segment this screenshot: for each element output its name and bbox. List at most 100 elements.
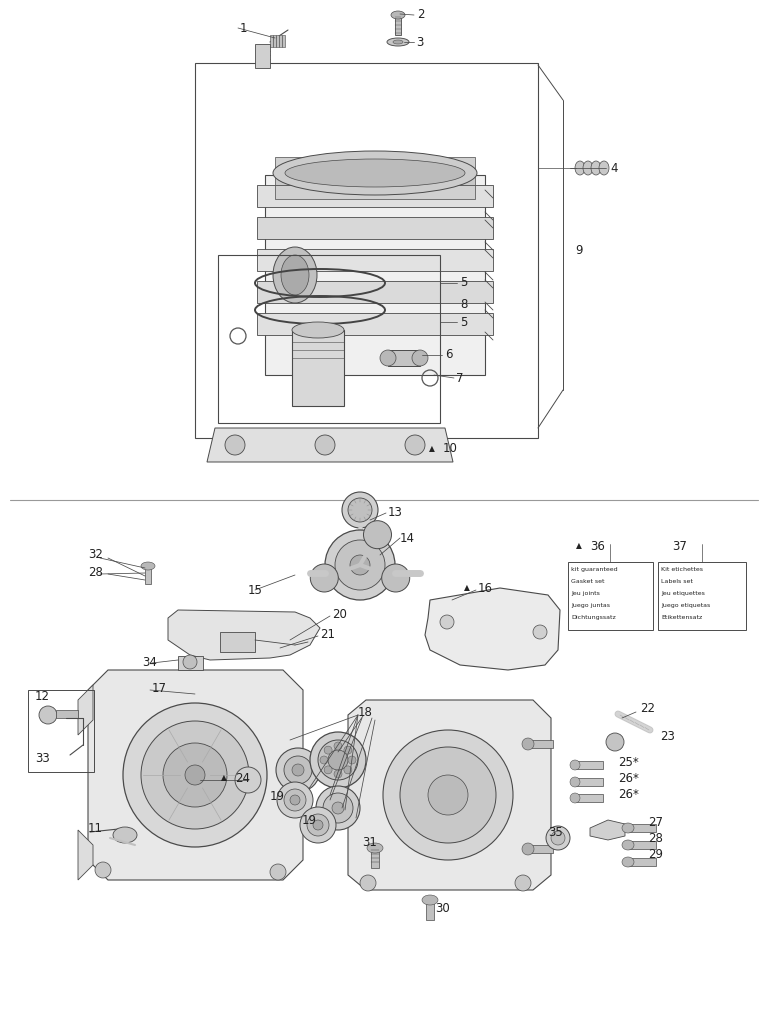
Text: 3: 3	[416, 36, 423, 48]
Bar	[628, 824, 656, 831]
Bar	[575, 761, 603, 769]
Polygon shape	[348, 700, 551, 890]
Bar	[273, 35, 276, 47]
Ellipse shape	[570, 777, 580, 787]
Ellipse shape	[606, 733, 624, 751]
Bar	[178, 656, 203, 670]
Ellipse shape	[273, 151, 477, 195]
Text: 26*: 26*	[618, 772, 639, 785]
Ellipse shape	[320, 756, 328, 764]
Text: 23: 23	[660, 729, 675, 742]
Text: 5: 5	[460, 276, 468, 290]
Ellipse shape	[284, 790, 306, 811]
Text: 28: 28	[88, 565, 103, 579]
Text: Juego juntas: Juego juntas	[571, 603, 610, 608]
Ellipse shape	[422, 895, 438, 905]
Ellipse shape	[310, 564, 338, 592]
Bar	[270, 35, 273, 47]
Ellipse shape	[163, 743, 227, 807]
Ellipse shape	[387, 38, 409, 46]
Text: 35: 35	[548, 825, 563, 839]
Bar	[528, 845, 553, 853]
Bar	[395, 15, 401, 35]
Ellipse shape	[546, 826, 570, 850]
Ellipse shape	[342, 492, 378, 528]
Ellipse shape	[334, 742, 342, 750]
Text: 31: 31	[362, 836, 377, 849]
Ellipse shape	[325, 530, 395, 600]
Ellipse shape	[315, 435, 335, 455]
Ellipse shape	[185, 765, 205, 785]
Ellipse shape	[428, 775, 468, 815]
Polygon shape	[265, 175, 485, 375]
Ellipse shape	[95, 862, 111, 878]
Text: 9: 9	[575, 244, 582, 256]
Ellipse shape	[551, 831, 565, 845]
Polygon shape	[257, 249, 493, 271]
Ellipse shape	[533, 625, 547, 639]
Ellipse shape	[318, 740, 358, 780]
Ellipse shape	[273, 247, 317, 303]
Ellipse shape	[324, 746, 332, 754]
Text: 4: 4	[610, 162, 617, 174]
Text: 10: 10	[443, 442, 458, 456]
Ellipse shape	[183, 655, 197, 669]
Polygon shape	[207, 428, 453, 462]
Ellipse shape	[348, 556, 372, 580]
Text: 5: 5	[460, 315, 468, 329]
Ellipse shape	[440, 615, 454, 629]
Text: 26*: 26*	[618, 788, 639, 802]
Ellipse shape	[400, 746, 496, 843]
Polygon shape	[88, 670, 303, 880]
Polygon shape	[590, 820, 625, 840]
Ellipse shape	[382, 564, 409, 592]
Ellipse shape	[515, 874, 531, 891]
Polygon shape	[257, 313, 493, 335]
Text: Jeu etiquettes: Jeu etiquettes	[661, 591, 705, 596]
Bar	[628, 841, 656, 849]
Text: 20: 20	[332, 608, 347, 622]
Ellipse shape	[313, 820, 323, 830]
Ellipse shape	[348, 756, 356, 764]
Text: ▲: ▲	[576, 542, 582, 551]
Bar	[218, 255, 440, 423]
Bar	[575, 778, 603, 786]
Text: ▲: ▲	[464, 584, 470, 593]
Ellipse shape	[284, 756, 312, 784]
Text: 36: 36	[590, 540, 605, 553]
Ellipse shape	[599, 161, 609, 175]
Text: 12: 12	[35, 689, 50, 702]
Bar	[426, 900, 434, 920]
Text: Etikettensatz: Etikettensatz	[661, 615, 702, 620]
Ellipse shape	[290, 795, 300, 805]
Ellipse shape	[405, 435, 425, 455]
Text: 19: 19	[302, 813, 317, 826]
Ellipse shape	[344, 766, 352, 774]
Text: 37: 37	[672, 540, 687, 553]
Text: Jeu joints: Jeu joints	[571, 591, 600, 596]
Ellipse shape	[270, 864, 286, 880]
Ellipse shape	[391, 11, 405, 19]
Ellipse shape	[316, 786, 360, 830]
Ellipse shape	[570, 760, 580, 770]
Ellipse shape	[344, 746, 352, 754]
Ellipse shape	[328, 750, 348, 770]
Text: 17: 17	[152, 682, 167, 694]
Bar	[28, 690, 94, 772]
Ellipse shape	[292, 322, 344, 338]
Bar	[255, 44, 270, 68]
Text: 1: 1	[240, 22, 247, 35]
Text: 13: 13	[388, 507, 403, 519]
Bar	[568, 562, 653, 630]
Polygon shape	[275, 171, 475, 185]
Ellipse shape	[235, 767, 261, 793]
Text: ▲: ▲	[221, 773, 227, 782]
Text: ▲: ▲	[429, 444, 435, 454]
Polygon shape	[275, 185, 475, 199]
Ellipse shape	[113, 827, 137, 843]
Ellipse shape	[393, 40, 403, 44]
Bar	[220, 632, 255, 652]
Text: 6: 6	[445, 348, 452, 361]
Ellipse shape	[300, 807, 336, 843]
Text: 32: 32	[88, 548, 103, 560]
